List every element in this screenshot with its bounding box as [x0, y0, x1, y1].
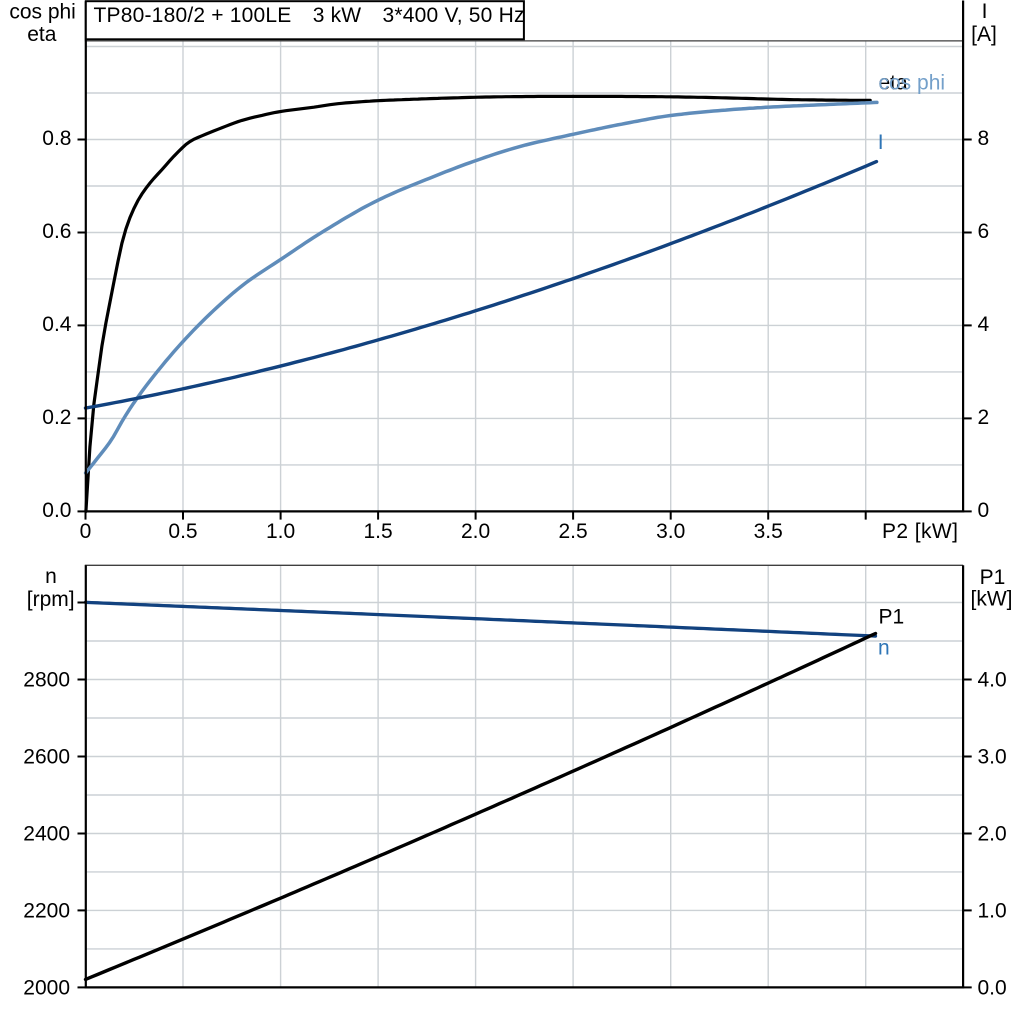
svg-text:[A]: [A]	[971, 23, 997, 46]
svg-text:3.5: 3.5	[754, 520, 783, 543]
svg-text:TP80-180/2 + 100LE 3 kW 3*400: TP80-180/2 + 100LE 3 kW 3*400 V, 50 Hz	[94, 4, 525, 27]
svg-text:1.0: 1.0	[266, 520, 295, 543]
svg-text:0: 0	[80, 520, 92, 543]
svg-text:0.0: 0.0	[42, 499, 71, 522]
svg-text:4.0: 4.0	[978, 669, 1007, 692]
svg-text:6: 6	[978, 220, 990, 243]
svg-text:0.5: 0.5	[168, 520, 197, 543]
svg-text:2800: 2800	[23, 669, 70, 692]
svg-text:n: n	[878, 636, 890, 659]
svg-text:0.8: 0.8	[42, 127, 71, 150]
svg-text:8: 8	[978, 127, 990, 150]
svg-text:3.0: 3.0	[656, 520, 685, 543]
svg-text:0: 0	[978, 499, 990, 522]
svg-text:P1: P1	[879, 606, 905, 629]
svg-text:cos phi: cos phi	[9, 1, 76, 24]
svg-text:2200: 2200	[23, 900, 70, 923]
svg-text:[rpm]: [rpm]	[27, 588, 75, 611]
svg-text:1.5: 1.5	[363, 520, 392, 543]
svg-text:cos phi: cos phi	[879, 71, 946, 94]
svg-text:eta: eta	[879, 71, 909, 94]
svg-text:0.6: 0.6	[42, 220, 71, 243]
svg-text:0.0: 0.0	[978, 977, 1007, 1000]
svg-text:2400: 2400	[23, 823, 70, 846]
svg-text:2.0: 2.0	[461, 520, 490, 543]
svg-text:I: I	[878, 131, 884, 154]
svg-text:P1: P1	[980, 566, 1006, 589]
svg-text:P2 [kW]: P2 [kW]	[882, 520, 958, 543]
svg-text:eta: eta	[27, 23, 57, 46]
svg-text:n: n	[45, 565, 57, 588]
svg-text:[kW]: [kW]	[971, 588, 1013, 611]
svg-text:2.5: 2.5	[558, 520, 587, 543]
svg-text:2.0: 2.0	[978, 823, 1007, 846]
svg-text:3.0: 3.0	[978, 746, 1007, 769]
svg-text:2600: 2600	[23, 746, 70, 769]
svg-text:2000: 2000	[23, 977, 70, 1000]
svg-text:2: 2	[978, 406, 990, 429]
svg-text:0.2: 0.2	[42, 406, 71, 429]
svg-text:0.4: 0.4	[42, 313, 72, 336]
svg-text:1.0: 1.0	[978, 900, 1007, 923]
svg-text:I: I	[982, 0, 988, 23]
svg-text:4: 4	[978, 313, 990, 336]
